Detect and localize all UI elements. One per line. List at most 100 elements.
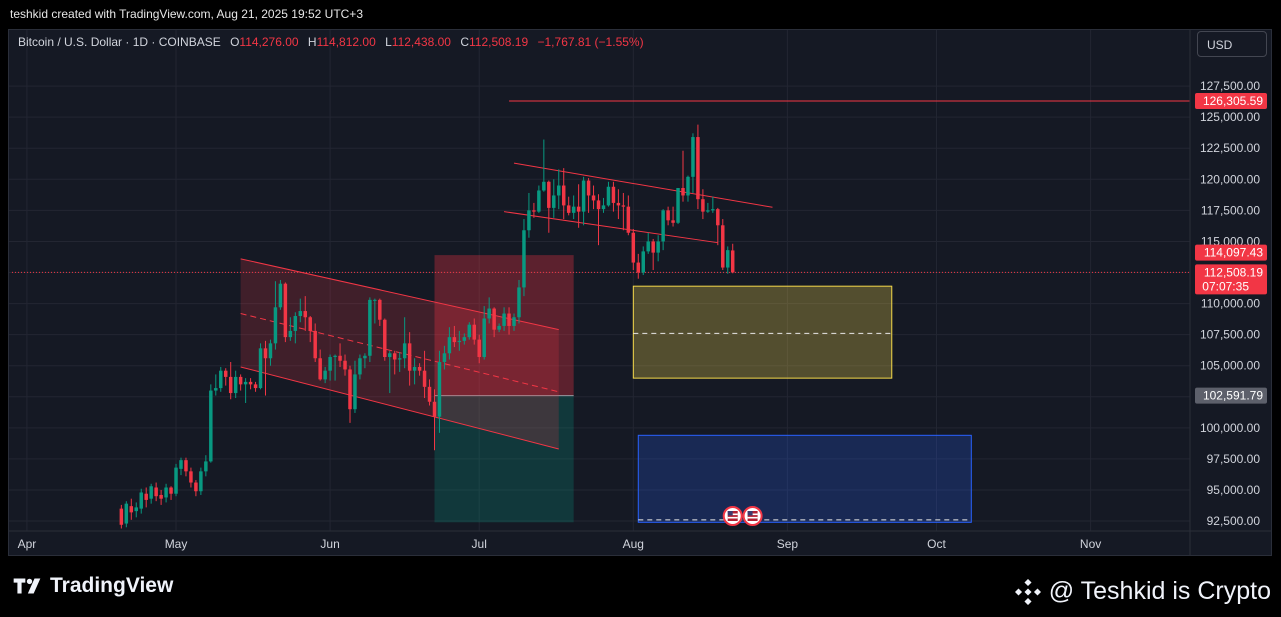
candle-down bbox=[378, 298, 382, 326]
currency-button[interactable]: USD bbox=[1197, 31, 1267, 57]
chart-credit: teshkid created with TradingView.com, Au… bbox=[10, 7, 363, 21]
position-target bbox=[434, 395, 574, 523]
time-tick-label: Sep bbox=[777, 537, 799, 551]
candle-body bbox=[517, 287, 521, 318]
candle-body bbox=[243, 381, 248, 385]
candle-down bbox=[144, 487, 148, 508]
candle-down bbox=[586, 178, 591, 213]
candle-body bbox=[338, 355, 342, 361]
candle-body bbox=[392, 353, 397, 360]
candle-body bbox=[149, 486, 153, 499]
candle-up bbox=[661, 209, 665, 251]
candle-down bbox=[716, 207, 720, 246]
candle-down bbox=[666, 206, 670, 226]
candle-body bbox=[273, 307, 278, 344]
candle-body bbox=[313, 330, 317, 359]
candle-up bbox=[333, 354, 337, 381]
candle-body bbox=[661, 210, 665, 242]
candle-up bbox=[557, 169, 561, 210]
price-tick-label: 110,000.00 bbox=[1201, 297, 1260, 311]
low-value: 112,438.00 bbox=[391, 35, 451, 49]
candle-body bbox=[706, 210, 710, 212]
candle-body bbox=[179, 460, 183, 469]
candle-body bbox=[716, 209, 720, 226]
candle-down bbox=[253, 381, 258, 392]
candle-down bbox=[591, 185, 596, 210]
candle-body bbox=[552, 195, 556, 208]
candle-body bbox=[169, 487, 173, 494]
candle-body bbox=[606, 186, 611, 206]
candle-body bbox=[353, 374, 357, 410]
candle-up bbox=[273, 281, 278, 350]
price-tick-label: 100,000.00 bbox=[1200, 421, 1260, 435]
candle-down bbox=[283, 282, 288, 343]
candle-down bbox=[561, 168, 566, 220]
candle-up bbox=[179, 457, 183, 476]
low-label: L bbox=[385, 35, 392, 49]
candle-body bbox=[134, 507, 139, 512]
candle-down bbox=[681, 150, 685, 202]
candle-body bbox=[427, 386, 432, 402]
candle-body bbox=[601, 205, 606, 210]
price-tag-label: 112,508.19 bbox=[1204, 265, 1263, 279]
candle-body bbox=[199, 471, 203, 492]
candle-down bbox=[626, 195, 631, 236]
candle-up bbox=[412, 358, 417, 385]
candle-body bbox=[586, 180, 591, 196]
candle-up bbox=[358, 354, 362, 380]
candle-down bbox=[507, 307, 511, 335]
candle-up bbox=[711, 196, 715, 213]
candle-body bbox=[288, 330, 293, 338]
candle-body bbox=[651, 241, 655, 253]
candle-up bbox=[537, 185, 541, 213]
tradingview-logo[interactable]: TradingView bbox=[12, 574, 173, 598]
candle-up bbox=[442, 345, 447, 370]
price-tag-label: 126,305.59 bbox=[1203, 94, 1263, 108]
close-label: C bbox=[460, 35, 469, 49]
candle-down bbox=[721, 219, 725, 271]
candle-body bbox=[532, 210, 536, 212]
candle-up bbox=[527, 192, 531, 238]
price-tick-label: 95,000.00 bbox=[1207, 483, 1261, 497]
candle-down bbox=[238, 374, 243, 391]
candle-down bbox=[303, 296, 307, 331]
candle-up bbox=[219, 366, 223, 392]
plot-area bbox=[9, 30, 1190, 531]
price-tag-bg bbox=[1195, 92, 1267, 109]
candle-up bbox=[522, 219, 526, 297]
candle-up bbox=[134, 502, 139, 518]
candle-body bbox=[571, 206, 576, 213]
candle-up bbox=[437, 350, 442, 433]
candle-body bbox=[219, 370, 223, 389]
price-tag: 102,591.79 bbox=[1195, 387, 1267, 404]
candle-body bbox=[223, 370, 228, 377]
candle-body bbox=[343, 360, 347, 370]
candle-body bbox=[621, 205, 626, 207]
flag-channel-lower bbox=[504, 211, 718, 244]
candle-down bbox=[576, 184, 581, 228]
candle-down bbox=[432, 389, 437, 451]
candle-body bbox=[437, 361, 442, 417]
candle-up bbox=[174, 463, 178, 497]
candle-body bbox=[129, 506, 134, 513]
candle-down bbox=[621, 192, 626, 231]
candle-up bbox=[512, 313, 516, 331]
flag-stripe-white bbox=[727, 516, 738, 519]
candle-body bbox=[323, 370, 327, 380]
candle-body bbox=[204, 461, 208, 472]
price-tag-label: 114,097.43 bbox=[1204, 246, 1263, 260]
candle-up bbox=[606, 181, 611, 207]
candle-up bbox=[204, 455, 208, 477]
candle-body bbox=[194, 482, 198, 492]
candle-body bbox=[497, 325, 501, 330]
candle-body bbox=[641, 251, 645, 273]
candle-up bbox=[402, 317, 407, 369]
candle-down bbox=[194, 480, 198, 497]
candle-body bbox=[542, 181, 546, 191]
candle-up bbox=[397, 352, 402, 372]
candle-body bbox=[696, 137, 700, 200]
candle-up bbox=[641, 246, 645, 275]
candle-down bbox=[338, 343, 342, 367]
candle-body bbox=[248, 381, 253, 385]
